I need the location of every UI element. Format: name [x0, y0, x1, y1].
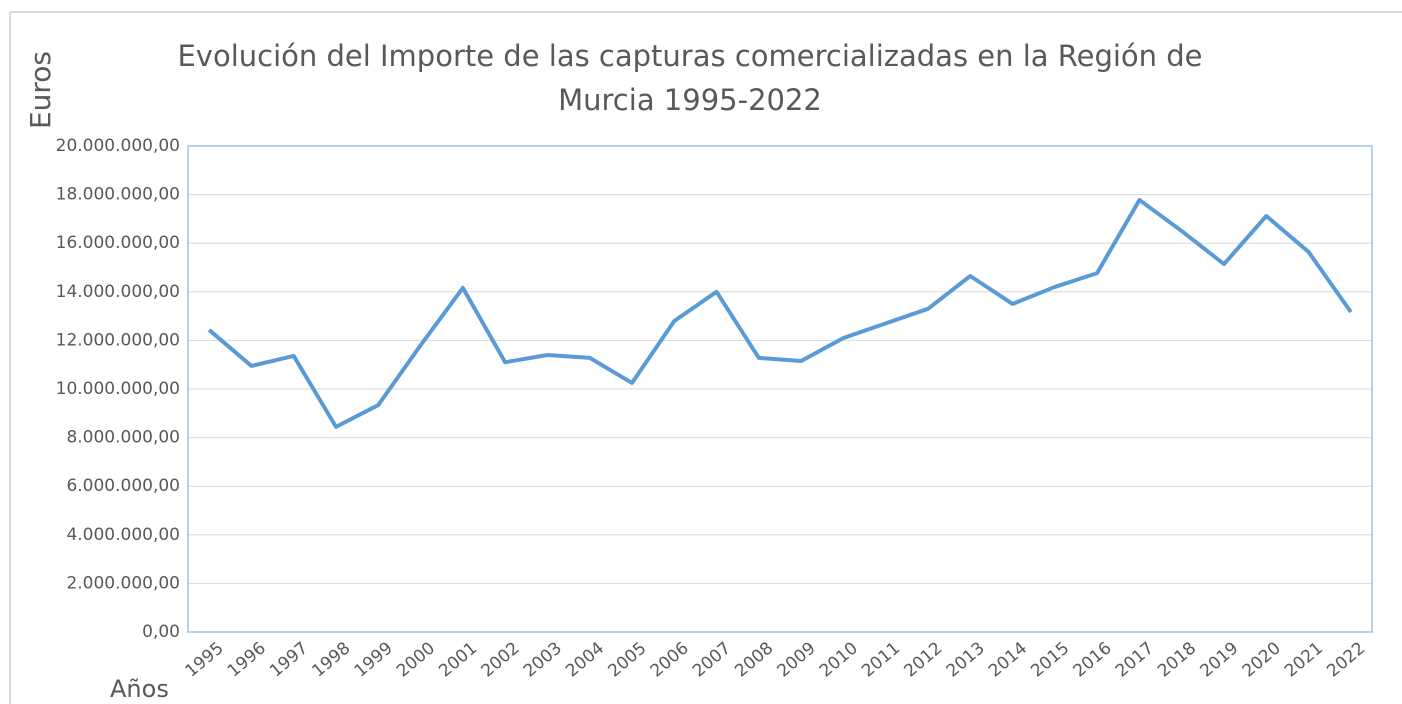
x-tick-label: 2020 [1239, 638, 1285, 681]
x-tick-label: 2017 [1112, 638, 1158, 681]
x-tick-label: 1997 [266, 638, 312, 681]
x-tick-label: 2005 [604, 638, 650, 681]
x-tick-label: 2019 [1196, 638, 1242, 681]
chart-title: Evolución del Importe de las capturas co… [177, 39, 1203, 117]
x-tick-label: 2003 [520, 638, 566, 681]
x-tick-label: 2012 [900, 638, 946, 681]
x-tick-label: 2002 [478, 638, 524, 681]
y-tick-label: 18.000.000,00 [56, 185, 180, 205]
y-tick-label: 14.000.000,00 [56, 282, 180, 302]
x-tick-label: 2014 [985, 638, 1031, 681]
x-tick-label: 2009 [774, 638, 820, 681]
x-tick-label: 2015 [1027, 638, 1073, 681]
x-tick-label: 2008 [731, 638, 777, 681]
y-tick-label: 16.000.000,00 [56, 233, 180, 253]
x-tick-label: 2022 [1323, 638, 1369, 681]
x-tick-label: 1998 [308, 638, 354, 681]
y-tick-label: 10.000.000,00 [56, 379, 180, 399]
x-tick-label: 2004 [562, 638, 608, 681]
x-tick-label: 2016 [1070, 638, 1116, 681]
x-tick-label: 2007 [689, 638, 735, 681]
x-tick-label: 2010 [816, 638, 862, 681]
y-tick-label: 2.000.000,00 [66, 573, 180, 593]
x-axis-label: Años [110, 675, 169, 703]
plot-border [187, 145, 1373, 633]
y-tick-label: 4.000.000,00 [66, 525, 180, 545]
x-tick-label: 1995 [182, 638, 228, 681]
y-axis-label: Euros [24, 51, 57, 129]
x-tick-label: 2011 [858, 638, 904, 681]
y-tick-label: 0,00 [142, 622, 180, 642]
x-tick-label: 2021 [1281, 638, 1327, 681]
x-tick-label: 1999 [351, 638, 397, 681]
data-line [207, 197, 1353, 429]
x-tick-label: 2001 [435, 638, 481, 681]
x-tick-label: 2006 [647, 638, 693, 681]
x-tick-label: 1996 [224, 638, 270, 681]
y-tick-label: 20.000.000,00 [56, 136, 180, 156]
x-tick-label: 2018 [1154, 638, 1200, 681]
y-tick-label: 6.000.000,00 [66, 476, 180, 496]
y-tick-label: 12.000.000,00 [56, 330, 180, 350]
y-tick-label: 8.000.000,00 [66, 428, 180, 448]
x-tick-label: 2000 [393, 638, 439, 681]
x-tick-label: 2013 [943, 638, 989, 681]
